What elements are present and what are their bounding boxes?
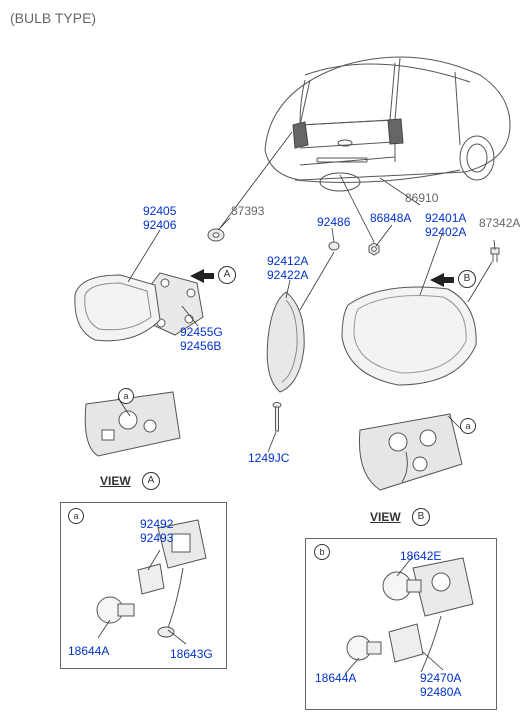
circle-b-frame-b: b (314, 544, 330, 560)
label-92405-92406: 92405 92406 (143, 205, 176, 233)
part-inner-cover (258, 288, 313, 398)
label-86848A: 86848A (370, 212, 411, 226)
part-outer-lamp (328, 275, 483, 395)
circle-a-holder-left: a (118, 388, 134, 404)
label-1249JC: 1249JC (248, 452, 289, 466)
label-92455G-92456B: 92455G 92456B (180, 326, 223, 354)
circle-B-caption: B (412, 508, 430, 526)
arrow-b (430, 272, 454, 288)
page-title: (BULB TYPE) (10, 10, 96, 26)
label-92486: 92486 (317, 216, 350, 230)
part-86848A (367, 242, 381, 256)
label-18644A-a: 18644A (68, 645, 109, 659)
label-92401A-92402A: 92401A 92402A (425, 212, 466, 240)
circle-A-arrow: A (218, 266, 236, 284)
part-holder-right (350, 408, 468, 496)
caption-view-b: VIEW (370, 510, 401, 524)
caption-view-a: VIEW (100, 474, 131, 488)
label-92492-92493: 92492 92493 (140, 518, 173, 546)
arrow-a (190, 268, 214, 284)
circle-a-holder-right: a (460, 418, 476, 434)
part-87342A (488, 247, 502, 265)
part-87393 (205, 225, 227, 245)
label-87393: 87393 (231, 205, 264, 219)
label-18643G: 18643G (170, 648, 213, 662)
part-1249JC (272, 402, 282, 436)
circle-B-arrow: B (458, 270, 476, 288)
label-86910: 86910 (405, 192, 438, 206)
circle-a-frame-a: a (68, 508, 84, 524)
label-87342A: 87342A (479, 217, 520, 231)
label-18642E: 18642E (400, 550, 441, 564)
label-18644A-b: 18644A (315, 672, 356, 686)
label-92412A-92422A: 92412A 92422A (267, 255, 308, 283)
vehicle-illustration (245, 30, 520, 205)
label-92470A-92480A: 92470A 92480A (420, 672, 461, 700)
part-92486 (327, 240, 341, 252)
circle-A-caption: A (142, 472, 160, 490)
